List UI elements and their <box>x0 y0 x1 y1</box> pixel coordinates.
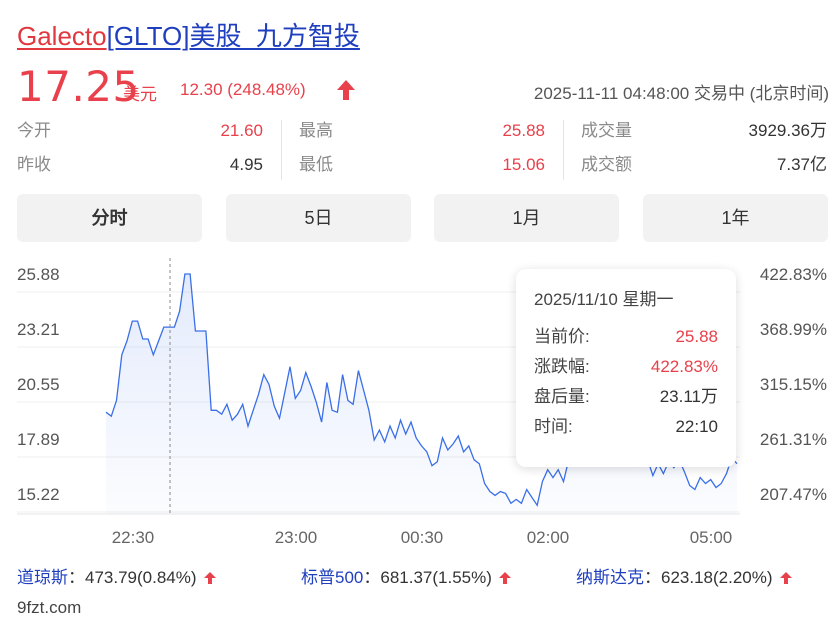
site-watermark: 9fzt.com <box>17 598 82 617</box>
x-tick-label: 00:30 <box>401 528 444 547</box>
tooltip-row-time: 时间: 22:10 <box>534 412 718 442</box>
stat-value-high: 25.88 <box>502 121 545 140</box>
tooltip-label: 盘后量: <box>534 387 590 406</box>
y-tick-label-pct: 315.15% <box>760 375 827 394</box>
stat-label-volume: 成交量 <box>581 121 632 140</box>
stats-divider <box>281 120 282 180</box>
x-axis: 22:30 23:00 00:30 02:00 05:00 <box>112 528 733 547</box>
tooltip-label: 当前价: <box>534 327 590 346</box>
price-change: 12.30 (248.48%) <box>180 80 306 99</box>
index-value: ：473.79(0.84%) <box>68 568 197 587</box>
y-tick-label-pct: 261.31% <box>760 430 827 449</box>
tooltip-date: 2025/11/10 星期一 <box>534 290 674 309</box>
tooltip-label: 涨跌幅: <box>534 357 590 376</box>
tooltip-value: 23.11万 <box>659 387 718 406</box>
stat-label-turnover: 成交额 <box>581 155 632 174</box>
tooltip-value: 25.88 <box>675 327 718 346</box>
stat-value-prev-close: 4.95 <box>229 155 263 174</box>
market-indices: 道琼斯：473.79(0.84%) 标普500：681.37(1.55%) 纳斯… <box>17 564 837 592</box>
up-arrow-icon <box>203 572 216 584</box>
stat-value-low: 15.06 <box>502 155 545 174</box>
quote-timestamp: 2025-11-11 04:48:00 交易中 (北京时间) <box>533 84 829 103</box>
currency-label: 美元 <box>123 85 157 104</box>
index-dow[interactable]: 道琼斯：473.79(0.84%) <box>17 564 217 592</box>
index-name[interactable]: 纳斯达克 <box>576 568 644 587</box>
tooltip-label: 时间: <box>534 417 573 436</box>
chart-tooltip: 2025/11/10 星期一 当前价: 25.88 涨跌幅: 422.83% 盘… <box>516 269 736 467</box>
y-tick-label: 17.89 <box>17 430 60 449</box>
tab-1-month[interactable]: 1月 <box>434 194 619 242</box>
period-tabs: 分时 5日 1月 1年 <box>17 194 829 242</box>
index-name[interactable]: 标普500 <box>301 568 364 587</box>
x-tick-label: 22:30 <box>112 528 155 547</box>
tooltip-value: 422.83% <box>650 357 718 376</box>
page-title[interactable]: Galecto[GLTO]美股_九方智投 <box>17 18 360 54</box>
x-tick-label: 05:00 <box>690 528 733 547</box>
index-name[interactable]: 道琼斯 <box>17 568 68 587</box>
tooltip-value: 22:10 <box>675 417 718 436</box>
y-tick-label: 20.55 <box>17 375 60 394</box>
stat-label-prev-close: 昨收 <box>17 155 51 174</box>
y-tick-label-pct: 422.83% <box>760 265 827 284</box>
up-arrow-icon <box>337 80 355 100</box>
y-tick-label: 15.22 <box>17 485 60 504</box>
index-value: ：681.37(1.55%) <box>363 568 492 587</box>
stock-name-link[interactable]: Galecto <box>17 21 107 51</box>
up-arrow-icon <box>779 572 792 584</box>
tooltip-row-price: 当前价: 25.88 <box>534 322 718 352</box>
stat-value-turnover: 7.37亿 <box>776 155 827 174</box>
y-tick-label: 25.88 <box>17 265 60 284</box>
stat-value-volume: 3929.36万 <box>748 121 827 140</box>
index-sp500[interactable]: 标普500：681.37(1.55%) <box>301 564 512 592</box>
x-tick-label: 23:00 <box>275 528 318 547</box>
y-axis-right: 422.83% 368.99% 315.15% 261.31% 207.47% <box>760 265 827 504</box>
y-tick-label-pct: 368.99% <box>760 320 827 339</box>
stat-label-open: 今开 <box>17 121 51 140</box>
stat-value-open: 21.60 <box>220 121 263 140</box>
x-tick-label: 02:00 <box>527 528 570 547</box>
tab-1-year[interactable]: 1年 <box>643 194 828 242</box>
stats-row-2: 昨收 4.95 最低 15.06 成交额 7.37亿 <box>17 150 829 180</box>
current-price: 17.25 <box>17 62 140 111</box>
tab-intraday[interactable]: 分时 <box>17 194 202 242</box>
price-row: 17.25 美元 12.30 (248.48%) 2025-11-11 04:4… <box>17 62 829 112</box>
tooltip-row-volume: 盘后量: 23.11万 <box>534 382 718 412</box>
y-tick-label: 23.21 <box>17 320 60 339</box>
tab-5-day[interactable]: 5日 <box>226 194 411 242</box>
stat-label-high: 最高 <box>299 121 333 140</box>
stat-label-low: 最低 <box>299 155 333 174</box>
stats-row-1: 今开 21.60 最高 25.88 成交量 3929.36万 <box>17 116 829 146</box>
y-tick-label-pct: 207.47% <box>760 485 827 504</box>
ticker-market-link[interactable]: [GLTO]美股_九方智投 <box>106 21 360 51</box>
index-nasdaq[interactable]: 纳斯达克：623.18(2.20%) <box>576 564 793 592</box>
y-axis-left: 25.88 23.21 20.55 17.89 15.22 <box>17 265 60 504</box>
stats-divider <box>563 120 564 180</box>
tooltip-row-change: 涨跌幅: 422.83% <box>534 352 718 382</box>
index-value: ：623.18(2.20%) <box>644 568 773 587</box>
up-arrow-icon <box>498 572 511 584</box>
